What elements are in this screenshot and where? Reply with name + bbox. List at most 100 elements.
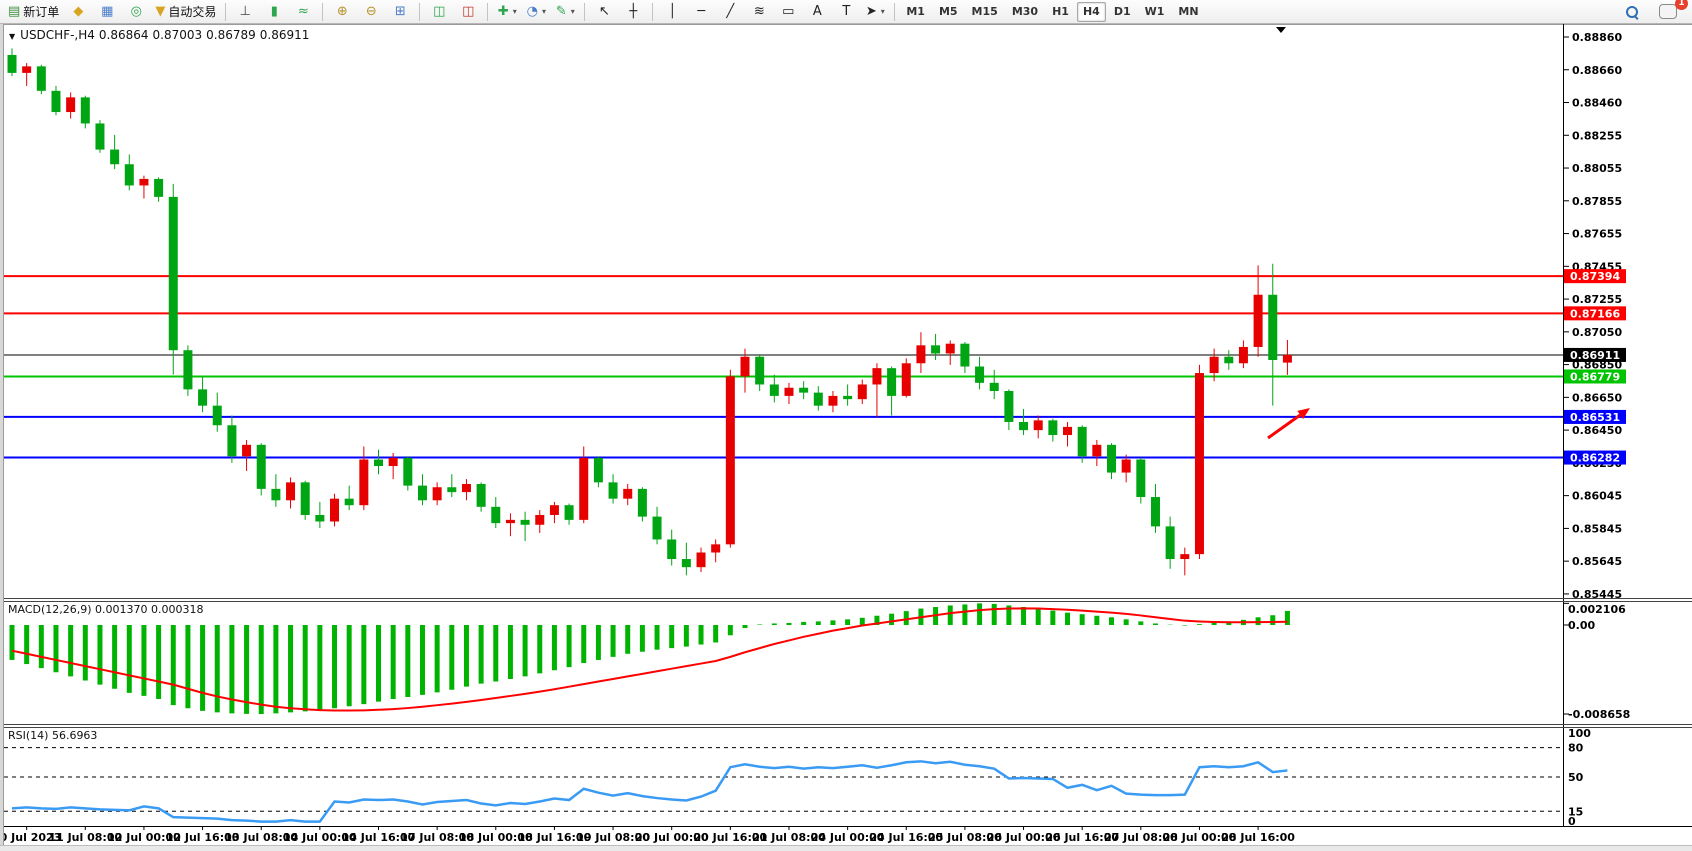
zoom-out-icon: ⊖: [365, 4, 377, 19]
chart-candles-icon: ▮: [270, 4, 278, 19]
timeframe-button-m30[interactable]: M30: [1011, 5, 1039, 18]
candle-body: [491, 506, 501, 524]
ohlc-open: 0.86864: [98, 28, 149, 42]
window-left-border: [0, 24, 4, 845]
candle-body: [95, 123, 105, 150]
draw-hline-button[interactable]: ─: [687, 1, 715, 23]
candle-body: [124, 164, 134, 186]
candle-body: [51, 90, 61, 113]
price-level-badge-label: 0.87166: [1570, 307, 1620, 320]
autotrading-button[interactable]: ▼ 自动交易: [151, 1, 220, 23]
draw-channel-icon: ▭: [782, 4, 795, 19]
trend-arrow-annotation: [1267, 413, 1302, 440]
price-axis-label: 0.85845: [1572, 522, 1622, 535]
candle-body: [1019, 421, 1029, 431]
candle-body: [784, 387, 794, 396]
timeframe-button-m15[interactable]: M15: [971, 5, 998, 18]
chart-line-button[interactable]: ≈: [289, 1, 317, 23]
cursor-button[interactable]: ↖: [590, 1, 618, 23]
price-axis-label: 0.85645: [1572, 555, 1622, 568]
candle-body: [887, 368, 897, 396]
candle-body: [564, 505, 574, 520]
candle-body: [286, 482, 296, 501]
candle-body: [1107, 444, 1116, 473]
zoom-in-button[interactable]: ⊕: [328, 1, 356, 23]
timeframe-button-w1[interactable]: W1: [1144, 5, 1165, 18]
draw-channel-button[interactable]: ▭: [774, 1, 802, 23]
draw-fibonacci-icon: ≋: [753, 4, 765, 19]
chart-dropdown-icon[interactable]: ▼: [9, 32, 16, 41]
ohlc-low: 0.86789: [206, 28, 256, 42]
data-window-button[interactable]: ▦: [93, 1, 121, 23]
price-axis-label: 0.88055: [1572, 162, 1622, 175]
candle-body: [344, 498, 354, 506]
toolbar-separator: [322, 2, 324, 21]
candle-body: [374, 459, 383, 467]
ohlc-close: 0.86911: [259, 28, 310, 42]
rsi-axis-label: 100: [1568, 727, 1591, 740]
periods-dropdown-icon[interactable]: ▾: [541, 7, 546, 16]
tile-windows-button[interactable]: ⊞: [386, 1, 414, 23]
candle-body: [931, 345, 941, 354]
market-watch-button[interactable]: ◆: [64, 1, 92, 23]
timeframe-button-h1[interactable]: H1: [1052, 5, 1069, 18]
draw-trendline-icon: ╱: [726, 4, 735, 19]
navigator-button[interactable]: ◎: [122, 1, 150, 23]
timeframe-button-h4[interactable]: H4: [1076, 1, 1106, 22]
draw-hline-icon: ─: [697, 4, 706, 19]
timeframe-button-d1[interactable]: D1: [1113, 5, 1131, 18]
candle-body: [110, 149, 120, 165]
candle-body: [608, 482, 618, 499]
indicator-window-remove-icon: ◫: [462, 4, 475, 19]
time-axis-label: 20 Jul 00:00: [635, 831, 709, 844]
candle-body: [183, 350, 193, 390]
chart-title: ▼ USDCHF-,H4 0.86864 0.87003 0.86789 0.86911: [9, 28, 313, 42]
chart-candles-button[interactable]: ▮: [260, 1, 288, 23]
zoom-out-button[interactable]: ⊖: [357, 1, 385, 23]
candle-body: [843, 395, 853, 400]
candle-body: [696, 552, 706, 568]
candle-body: [256, 444, 266, 489]
price-level-badge: [1564, 409, 1626, 424]
candle-body: [154, 178, 164, 197]
candle-body: [857, 384, 867, 400]
time-axis-label: 14 Jul 00:00: [283, 831, 357, 844]
insert-indicator-button[interactable]: ✚ ▾: [493, 1, 521, 23]
time-axis-label: 14 Jul 16:00: [342, 831, 416, 844]
price-level-badge-label: 0.86282: [1570, 452, 1620, 465]
time-axis-label: 26 Jul 00:00: [987, 831, 1061, 844]
insert-indicator-dropdown-icon[interactable]: ▾: [512, 7, 517, 16]
indicator-window-add-button[interactable]: ◫: [425, 1, 453, 23]
notifications-button[interactable]: 1: [1654, 0, 1688, 23]
timeframe-button-mn[interactable]: MN: [1178, 5, 1199, 18]
price-level-badge: [1564, 450, 1626, 465]
draw-arrows-button[interactable]: ➤ ▾: [861, 1, 889, 23]
candle-body: [1180, 554, 1190, 560]
periods-button[interactable]: ◔ ▾: [522, 1, 550, 23]
search-button[interactable]: [1618, 1, 1646, 23]
tile-windows-icon: ⊞: [394, 4, 406, 19]
draw-arrows-dropdown-icon[interactable]: ▾: [880, 7, 885, 16]
time-axis-label: 12 Jul 00:00: [107, 831, 181, 844]
periods-icon: ◔: [526, 4, 538, 19]
crosshair-button[interactable]: ┼: [619, 1, 647, 23]
chart-bars-button[interactable]: ⊥: [231, 1, 259, 23]
candle-body: [1209, 356, 1219, 374]
draw-trendline-button[interactable]: ╱: [716, 1, 744, 23]
candle-body: [1077, 426, 1087, 457]
candle-body: [1033, 420, 1043, 431]
window-bottom-border: [0, 845, 1692, 851]
template-dropdown-icon[interactable]: ▾: [570, 7, 575, 16]
new-order-button[interactable]: ▤ 新订单: [4, 1, 63, 23]
candle-body: [549, 505, 559, 515]
timeframe-button-m5[interactable]: M5: [938, 5, 958, 18]
draw-text-button[interactable]: A: [803, 1, 831, 23]
draw-vline-button[interactable]: │: [658, 1, 686, 23]
template-button[interactable]: ✎ ▾: [551, 1, 579, 23]
indicator-window-remove-button[interactable]: ◫: [454, 1, 482, 23]
timeframe-button-m1[interactable]: M1: [906, 5, 925, 18]
candle-body: [330, 498, 340, 522]
draw-label-button[interactable]: T: [832, 1, 860, 23]
draw-fibonacci-button[interactable]: ≋: [745, 1, 773, 23]
